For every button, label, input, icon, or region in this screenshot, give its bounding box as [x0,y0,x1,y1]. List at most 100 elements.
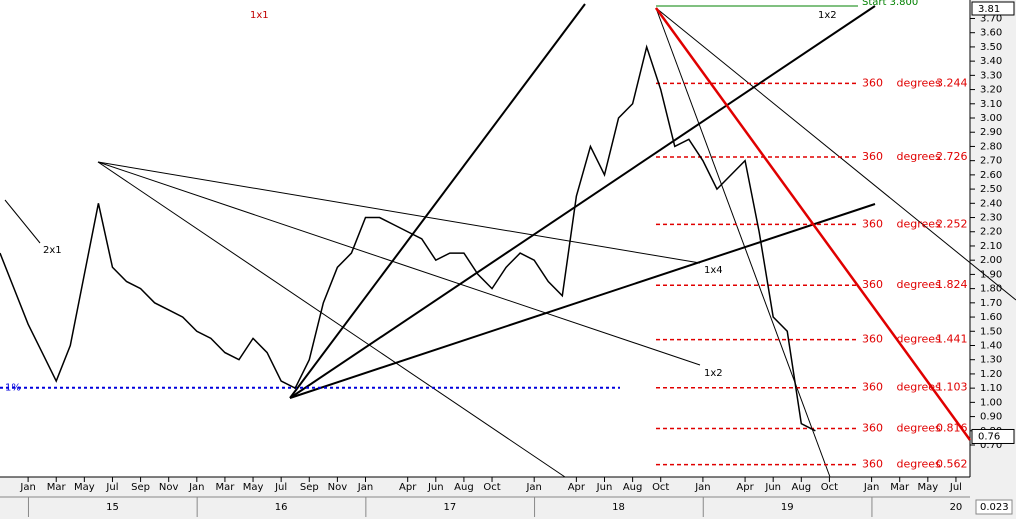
y-tick-label: 1.70 [980,298,1002,309]
x-tick-label: Mar [47,482,67,493]
y-tick-label: 3.60 [980,28,1002,39]
y-tick-label: 1.80 [980,284,1002,295]
x-tick-label: May [243,482,264,493]
gann-label: 1x2 [818,10,837,21]
x-tick-label: May [74,482,95,493]
x-tick-label: Apr [399,482,417,493]
y-tick-label: 3.40 [980,56,1002,67]
gann-label: 2x1 [43,245,62,256]
level-label: 360 degrees [862,458,941,471]
gann-line [289,3,586,399]
top-price: 3.81 [978,4,1000,15]
x-tick-label: Jan [19,482,35,493]
year-label: 19 [781,502,794,513]
y-tick-label: 1.90 [980,269,1002,280]
y-tick-label: 1.30 [980,355,1002,366]
value-box [975,499,1013,515]
x-tick-label: Jan [357,482,373,493]
x-tick-label: Jan [863,482,879,493]
gann-line [97,161,566,478]
y-tick-label: 2.80 [980,141,1002,152]
year-label: 20 [950,502,963,513]
y-tick-label: 1.40 [980,340,1002,351]
x-tick-label: Jul [949,482,962,493]
y-tick-label: 2.30 [980,213,1002,224]
gann-lines [4,3,1016,478]
y-tick-label: 0.90 [980,412,1002,423]
x-tick-label: Jul [105,482,118,493]
x-tick-label: Jan [188,482,204,493]
x-tick-label: Oct [483,482,500,493]
y-tick-label: 2.90 [980,127,1002,138]
gann-line [4,199,41,244]
level-value: 3.244 [936,76,968,89]
y-tick-label: 2.40 [980,198,1002,209]
price-box [971,1,1015,16]
year-label: 16 [275,502,288,513]
x-tick-label: Aug [623,482,643,493]
gann-line [289,5,876,399]
year-label: 15 [106,502,119,513]
gann-label: 1x1 [250,10,269,21]
x-tick-label: Oct [821,482,838,493]
y-tick-label: 2.20 [980,227,1002,238]
level-value: 1.441 [936,333,968,346]
y-tick-label: 2.10 [980,241,1002,252]
gann-line [289,203,876,399]
year-label: 17 [443,502,456,513]
x-tick-label: Apr [568,482,586,493]
y-tick-label: 3.70 [980,13,1002,24]
level-value: 2.726 [936,150,968,163]
level-value: 0.816 [936,422,968,435]
last-price: 0.76 [978,431,1000,442]
y-tick-label: 3.50 [980,42,1002,53]
x-tick-label: Nov [328,482,348,493]
y-tick-label: 1.20 [980,369,1002,380]
x-tick-label: Jun [596,482,613,493]
x-tick-label: Jan [525,482,541,493]
corner-value: 0.023 [980,502,1009,513]
last-price-box [971,428,1015,444]
gann-line [655,7,1016,301]
gann-label: 1x2 [704,368,723,379]
gann-line [97,161,701,366]
y-tick-label: 3.10 [980,99,1002,110]
y-tick-label: 1.00 [980,397,1002,408]
x-tick-label: Aug [792,482,812,493]
level-value: 1.824 [936,278,968,291]
x-tick-label: Sep [300,482,319,493]
level-value: 1.103 [936,381,968,394]
x-tick-label: Jun [764,482,781,493]
x-tick-label: Jun [427,482,444,493]
x-tick-label: Mar [215,482,235,493]
x-tick-label: Aug [454,482,474,493]
gann-label: 1x4 [704,265,723,276]
x-tick-label: Jan [694,482,710,493]
x-tick-label: Nov [159,482,179,493]
level-label: 360 degrees [862,278,941,291]
x-tick-label: Mar [890,482,910,493]
start-label: Start 3.800 [862,0,918,8]
level-label: 360 degrees [862,381,941,394]
gann-line [655,7,831,478]
x-tick-label: May [917,482,938,493]
level-label: 360 degrees [862,76,941,89]
y-tick-label: 3.30 [980,70,1002,81]
y-tick-label: 3.00 [980,113,1002,124]
y-tick-label: 0.70 [980,440,1002,451]
y-tick-label: 1.10 [980,383,1002,394]
y-tick-label: 2.70 [980,156,1002,167]
y-tick-label: 1.60 [980,312,1002,323]
plot-area [0,0,970,477]
gann-line [97,161,701,264]
x-tick-label: Apr [736,482,754,493]
level-value: 2.252 [936,217,968,230]
level-label: 360 degrees [862,422,941,435]
x-tick-label: Oct [652,482,669,493]
price-line [0,44,816,432]
level-label: 360 degrees [862,333,941,346]
y-tick-label: 3.20 [980,85,1002,96]
x-tick-label: Jul [274,482,287,493]
level-value: 0.562 [936,458,968,471]
